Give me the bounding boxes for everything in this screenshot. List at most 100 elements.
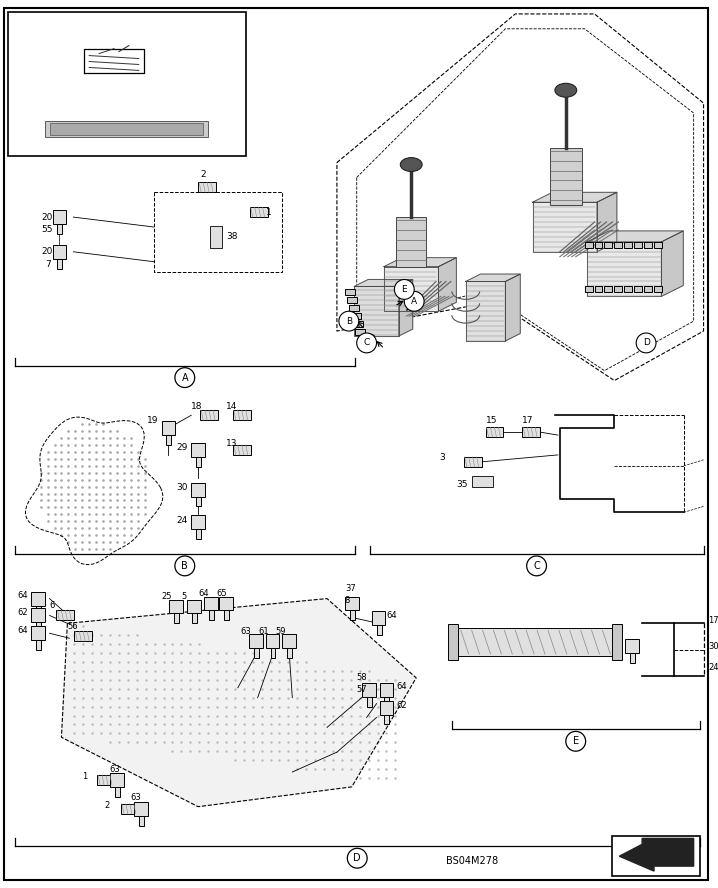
Text: D: D (353, 853, 361, 863)
Bar (57, 258, 62, 268)
Text: 58: 58 (357, 673, 368, 682)
Text: E: E (401, 285, 407, 294)
Polygon shape (533, 193, 617, 202)
Bar (36, 640, 41, 650)
Polygon shape (384, 258, 457, 266)
Bar (219, 597, 233, 610)
Bar (550, 147, 582, 205)
Bar (353, 321, 363, 327)
Polygon shape (439, 258, 457, 311)
Text: 18: 18 (191, 402, 202, 411)
Ellipse shape (401, 158, 422, 171)
Bar (448, 624, 458, 660)
Bar (605, 242, 612, 248)
Bar (248, 634, 263, 648)
Bar (169, 599, 183, 614)
Circle shape (175, 368, 195, 387)
Circle shape (394, 280, 414, 299)
Text: 64: 64 (198, 589, 209, 599)
Text: 15: 15 (485, 416, 497, 424)
Polygon shape (466, 281, 505, 341)
Bar (139, 815, 144, 826)
Ellipse shape (555, 83, 577, 97)
Text: 63: 63 (131, 793, 141, 802)
Bar (624, 242, 633, 248)
Text: 64: 64 (18, 591, 29, 600)
Text: 7: 7 (45, 260, 51, 269)
Circle shape (339, 311, 359, 331)
Bar (250, 207, 268, 217)
Circle shape (404, 291, 424, 311)
Polygon shape (29, 63, 218, 133)
Bar (347, 297, 357, 304)
Bar (355, 329, 365, 335)
Bar (8, 12, 246, 155)
Bar (167, 435, 172, 445)
Bar (174, 614, 180, 623)
Bar (644, 242, 652, 248)
Text: A: A (411, 297, 417, 305)
Bar (464, 457, 482, 467)
Bar (57, 610, 75, 621)
Polygon shape (466, 274, 521, 281)
Bar (52, 210, 66, 224)
Polygon shape (398, 280, 413, 336)
Bar (349, 305, 359, 311)
Bar (367, 697, 372, 707)
Text: 5: 5 (182, 592, 187, 601)
Polygon shape (354, 287, 398, 336)
Bar (612, 624, 623, 660)
Bar (630, 653, 635, 663)
Bar (624, 287, 633, 292)
Text: C: C (363, 338, 370, 347)
Text: A: A (182, 373, 188, 383)
Text: 6: 6 (50, 601, 55, 610)
Bar (634, 242, 642, 248)
Text: 61: 61 (258, 627, 269, 636)
Polygon shape (384, 266, 439, 311)
Text: 64: 64 (396, 682, 407, 691)
Text: 8: 8 (345, 596, 350, 605)
Text: 62: 62 (18, 608, 29, 617)
Bar (376, 625, 381, 635)
Bar (287, 648, 292, 658)
Circle shape (348, 848, 367, 868)
Text: 1: 1 (83, 773, 88, 781)
Text: 29: 29 (177, 443, 188, 453)
Bar (115, 787, 120, 797)
Bar (196, 529, 201, 539)
Circle shape (566, 732, 586, 751)
Bar (191, 443, 205, 457)
Bar (472, 476, 493, 487)
Bar (57, 224, 62, 234)
Circle shape (527, 556, 546, 575)
Bar (595, 287, 602, 292)
Text: 37: 37 (345, 584, 355, 593)
Polygon shape (505, 274, 521, 341)
Polygon shape (50, 34, 193, 93)
Text: 63: 63 (241, 627, 251, 636)
Bar (210, 226, 222, 248)
Bar (605, 287, 612, 292)
Circle shape (175, 556, 195, 575)
Bar (625, 639, 639, 653)
Polygon shape (62, 599, 416, 806)
Bar (154, 193, 282, 272)
Bar (384, 697, 389, 707)
Bar (209, 610, 214, 621)
Text: 25: 25 (162, 592, 172, 601)
Bar (233, 410, 251, 420)
Polygon shape (587, 231, 684, 242)
Text: 55: 55 (42, 226, 53, 234)
Bar (372, 612, 386, 625)
Bar (45, 121, 208, 137)
Bar (266, 634, 279, 648)
Text: 3: 3 (439, 454, 444, 463)
Text: E: E (573, 736, 579, 746)
Text: 57: 57 (357, 686, 368, 694)
Bar (187, 599, 201, 614)
Bar (233, 445, 251, 455)
Text: 2: 2 (104, 801, 109, 810)
Bar (654, 287, 662, 292)
Text: 14: 14 (226, 402, 238, 411)
